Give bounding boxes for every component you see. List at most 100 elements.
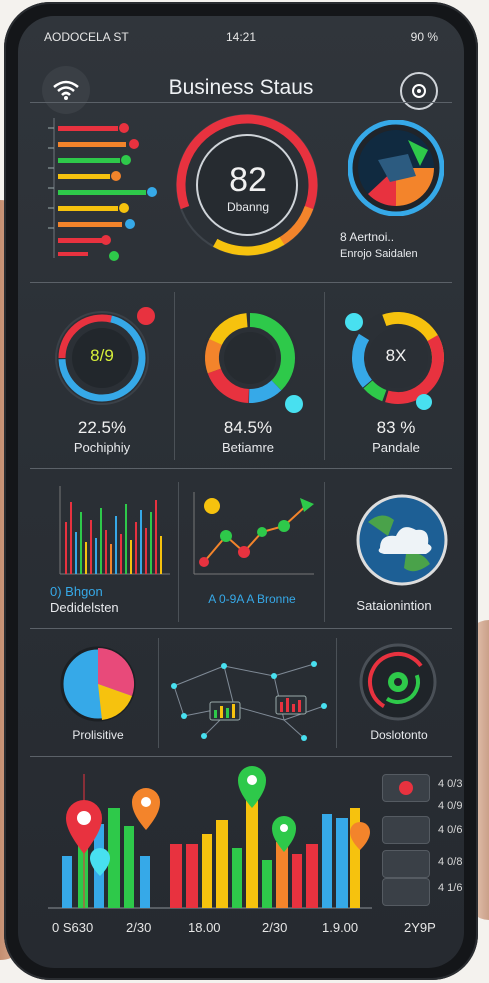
vbar: [108, 808, 120, 908]
hbar-dot: [147, 187, 157, 197]
side-value: 4 0/8: [438, 856, 463, 868]
hbar: [58, 126, 118, 131]
radar-icon: [359, 643, 437, 721]
vbar: [124, 826, 134, 908]
hbar-dot: [109, 251, 119, 261]
hbar: [58, 190, 146, 195]
hbar-dot: [101, 235, 111, 245]
map-caption-1: 8 Aertnoi..: [340, 230, 395, 244]
vbar: [246, 798, 258, 908]
hbar: [58, 238, 102, 243]
map-pin-icon: [132, 788, 160, 830]
hbar: [58, 206, 118, 211]
divider: [30, 628, 452, 629]
status-bar: AODOCELA ST 14:21 90 %: [44, 28, 438, 46]
divider: [30, 102, 452, 103]
divider: [324, 292, 325, 460]
side-value: 4 0/9: [438, 800, 463, 812]
ring1-value: 22.5%: [77, 418, 127, 437]
map-pin-icon: [238, 766, 266, 808]
ring3-value: 83 %: [376, 418, 416, 437]
filter-button[interactable]: [382, 816, 430, 844]
spike-caption-1: 0) Bhgon: [50, 584, 103, 599]
hbar: [58, 158, 120, 163]
divider: [336, 638, 337, 748]
vbar: [186, 844, 198, 908]
ring3-label: Pandale: [372, 440, 420, 455]
ring1-label: Pochiphiy: [73, 440, 131, 455]
vbar: [350, 808, 360, 908]
options-button[interactable]: [382, 878, 430, 906]
hbar: [58, 252, 88, 256]
hbar-dot: [119, 123, 129, 133]
hbar-ticks: [48, 127, 54, 229]
divider: [178, 482, 179, 622]
map-pin-icon: [66, 800, 102, 854]
x-tick: 18.00: [188, 920, 221, 935]
record-button[interactable]: [382, 774, 430, 802]
app-header: Business Staus: [18, 60, 464, 116]
vbar: [170, 844, 182, 908]
hbar-dot: [121, 155, 131, 165]
trend-chart: [193, 492, 314, 575]
hbar: [58, 142, 126, 147]
wifi-icon[interactable]: [42, 66, 90, 114]
spike-chart: [59, 486, 170, 575]
hbar: [58, 174, 110, 179]
vbar: [232, 848, 242, 908]
vertical-bar-chart: [48, 766, 372, 909]
phone-frame: AODOCELA ST 14:21 90 % Business Staus: [4, 2, 478, 980]
side-value: 4 0/6: [438, 824, 463, 836]
pie-chart: [60, 646, 136, 722]
spike-caption-2: Dedidelsten: [50, 600, 119, 615]
score-gauge: [176, 114, 318, 256]
x-tick: 0 S630: [52, 920, 94, 935]
x-tick: 2Y9P: [404, 920, 436, 935]
vbar: [202, 834, 212, 908]
hbar-dot: [125, 219, 135, 229]
vbar: [276, 842, 288, 908]
vbar: [336, 818, 348, 908]
gear-icon[interactable]: [400, 72, 438, 110]
phone-screen: AODOCELA ST 14:21 90 % Business Staus: [18, 16, 464, 968]
ring-chart-3: [345, 310, 446, 410]
ring1-center: 8/9: [90, 346, 114, 365]
map-pin-icon: [272, 816, 296, 852]
globe-caption: Sataionintion: [356, 598, 432, 613]
divider: [30, 282, 452, 283]
hbar-dot: [119, 203, 129, 213]
status-left: AODOCELA ST: [44, 30, 129, 44]
ring2-value: 84.5%: [223, 418, 273, 437]
map-caption-2: Enrojo Saidalen: [340, 248, 418, 260]
map-globe: [348, 120, 444, 216]
vbar: [140, 856, 150, 908]
map-pin-icon: [350, 822, 370, 850]
vbar: [306, 844, 318, 908]
divider: [30, 468, 452, 469]
map-pin-icon: [90, 848, 110, 876]
vbar: [216, 820, 228, 908]
ring-chart-1: [55, 307, 155, 405]
radar-label: Doslotonto: [370, 728, 428, 742]
ring-chart-2: [202, 310, 303, 413]
gauge-value: 82: [229, 161, 267, 199]
divider: [158, 638, 159, 748]
cloud-globe-icon: [356, 494, 448, 586]
vbar: [262, 860, 272, 908]
vbar: [292, 854, 302, 908]
vbar: [322, 814, 332, 908]
status-battery: 90 %: [410, 30, 438, 44]
gauge-label: Dbanng: [226, 200, 270, 214]
network-graph: [171, 661, 327, 741]
spike-bars: [65, 500, 162, 574]
vbar: [78, 832, 88, 908]
settings-button[interactable]: [382, 850, 430, 878]
vbar: [62, 856, 72, 908]
pie-label: Prolisitive: [72, 728, 124, 742]
divider: [174, 292, 175, 460]
ring3-center: 8X: [385, 346, 407, 365]
side-value: 4 0/3: [438, 778, 463, 790]
hbar-dot: [129, 139, 139, 149]
x-tick: 1.9.00: [322, 920, 359, 935]
x-tick: 2/30: [126, 920, 152, 935]
